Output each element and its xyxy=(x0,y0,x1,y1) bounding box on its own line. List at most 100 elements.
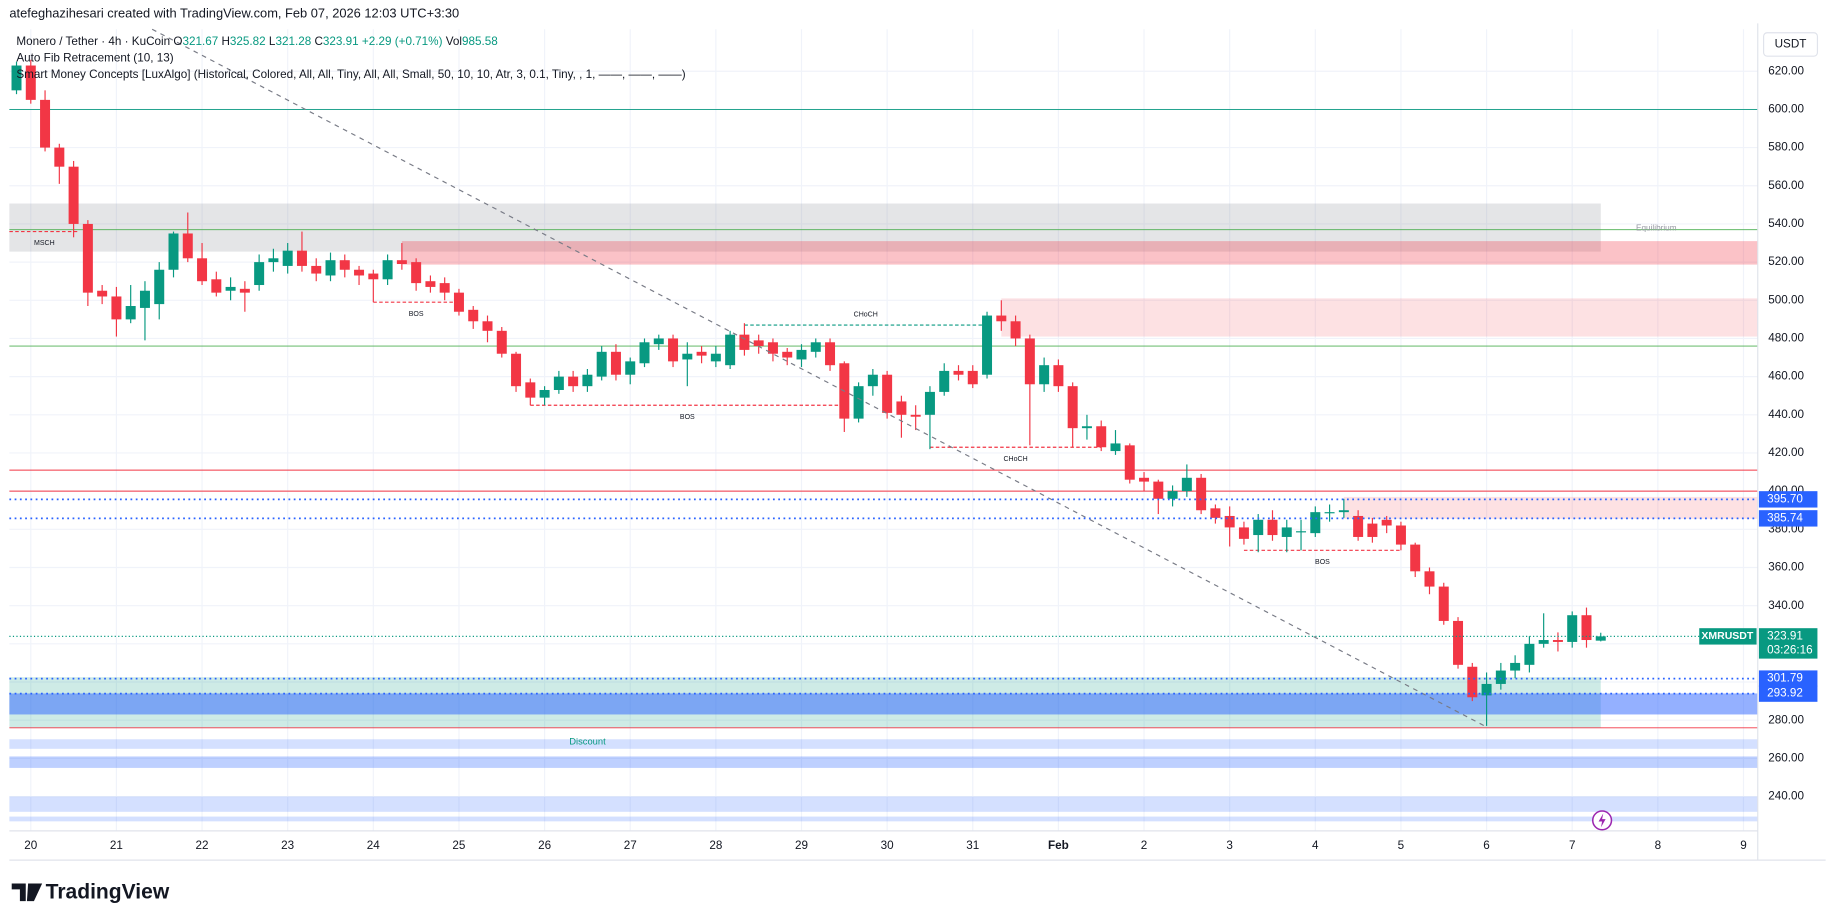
candle-body xyxy=(1024,338,1035,385)
candle-body xyxy=(553,376,564,390)
zone xyxy=(1343,496,1758,519)
candle-body xyxy=(254,262,265,286)
candle-body xyxy=(1181,477,1192,492)
candle-body xyxy=(368,273,379,280)
candle-body xyxy=(939,370,950,392)
candle-body xyxy=(1495,670,1506,684)
candle-body xyxy=(182,233,193,259)
candle-body xyxy=(40,99,51,148)
value: 321.28 xyxy=(275,35,311,48)
x-tick-label: 28 xyxy=(709,839,722,852)
candle-body xyxy=(1552,640,1563,642)
y-tick-label: 500.00 xyxy=(1768,293,1804,306)
y-tick-label: 600.00 xyxy=(1768,103,1804,116)
candle-body xyxy=(125,306,136,320)
zone xyxy=(1001,298,1758,337)
annotation: Equilibrium xyxy=(1636,223,1677,232)
logo-mark xyxy=(11,883,43,902)
candle-body xyxy=(382,260,393,280)
y-tick-label: 340.00 xyxy=(1768,599,1804,612)
candle-body xyxy=(1210,508,1221,518)
x-tick-label: 8 xyxy=(1655,839,1662,852)
candle-body xyxy=(97,290,108,297)
candle-body xyxy=(767,342,778,354)
candle-body xyxy=(1324,512,1335,514)
candle-body xyxy=(796,349,807,360)
candle-body xyxy=(1167,491,1178,499)
candle-body xyxy=(625,361,636,375)
candle-body xyxy=(325,260,336,276)
candle-body xyxy=(867,374,878,387)
x-tick-label: 4 xyxy=(1312,839,1319,852)
candle-body xyxy=(1281,527,1292,537)
header: atefeghazihesari created with TradingVie… xyxy=(9,5,459,20)
candle-body xyxy=(511,353,522,387)
candle-body xyxy=(468,309,479,322)
y-tick-label: 540.00 xyxy=(1768,217,1804,230)
candle-body xyxy=(1096,426,1107,448)
price-axis xyxy=(1757,23,1835,861)
value: 325.82 xyxy=(230,35,266,48)
candle-body xyxy=(396,260,407,265)
candle-body xyxy=(1595,636,1606,641)
candle-body xyxy=(339,260,350,270)
candle-body xyxy=(696,351,707,356)
x-tick-label: 24 xyxy=(367,839,381,852)
letter: C xyxy=(314,35,322,48)
value: 323.91 xyxy=(323,35,359,48)
y-tick-label: 480.00 xyxy=(1768,332,1804,345)
candle-body xyxy=(582,374,593,387)
candle-body xyxy=(910,414,921,417)
candle-body xyxy=(1453,620,1464,665)
price-tag-label: 293.92 xyxy=(1767,687,1803,700)
candle-body xyxy=(1267,519,1278,536)
candle-body xyxy=(1524,643,1535,665)
structure-label: BOS xyxy=(409,311,424,318)
indicator: Smart Money Concepts [LuxAlgo] (Historic… xyxy=(16,68,685,81)
candle-body xyxy=(1081,426,1092,429)
candle-body xyxy=(967,370,978,385)
candle-body xyxy=(1238,527,1249,539)
candle-body xyxy=(1153,481,1164,499)
candle-body xyxy=(1581,615,1592,641)
candle-body xyxy=(568,376,579,387)
candle-body xyxy=(425,281,436,287)
symbol: Monero / Tether · 4h · KuCoin xyxy=(16,35,170,48)
currency-button[interactable] xyxy=(1763,32,1819,57)
candle-body xyxy=(1110,443,1121,452)
x-tick-label: 27 xyxy=(624,839,637,852)
last-price-label: 323.91 xyxy=(1767,629,1803,642)
alert-bolt xyxy=(1598,813,1606,828)
candle-body xyxy=(1067,386,1078,429)
change: +2.29 (+0.71%) xyxy=(362,35,443,48)
candle-body xyxy=(311,265,322,274)
x-tick-label: 29 xyxy=(795,839,808,852)
price-tag xyxy=(1758,670,1818,687)
x-tick-label: 6 xyxy=(1483,839,1490,852)
last-price-tag xyxy=(1758,628,1818,659)
structure-label: CHoCH xyxy=(854,311,878,318)
currency: USDT xyxy=(1775,38,1807,51)
candle-body xyxy=(1053,365,1064,387)
y-tick-label: 440.00 xyxy=(1768,408,1804,421)
logo-text: TradingView xyxy=(46,880,170,903)
candle-body xyxy=(596,351,607,377)
x-tick-label: 9 xyxy=(1740,839,1747,852)
y-tick-label: 460.00 xyxy=(1768,370,1804,383)
candle-body xyxy=(354,269,365,276)
candle-body xyxy=(610,351,621,375)
candle-body xyxy=(953,370,964,375)
candle-body xyxy=(1139,477,1150,482)
candle-body xyxy=(982,315,993,375)
x-tick-label: 2 xyxy=(1141,839,1148,852)
candle-body xyxy=(810,342,821,352)
candle-body xyxy=(139,290,150,308)
y-tick-label: 520.00 xyxy=(1768,255,1804,268)
candle-body xyxy=(453,292,464,312)
candle-body xyxy=(1296,531,1307,533)
zone xyxy=(9,693,1758,715)
x-tick-label: 3 xyxy=(1226,839,1233,852)
candle-body xyxy=(1310,512,1321,534)
x-tick-label: 5 xyxy=(1398,839,1405,852)
